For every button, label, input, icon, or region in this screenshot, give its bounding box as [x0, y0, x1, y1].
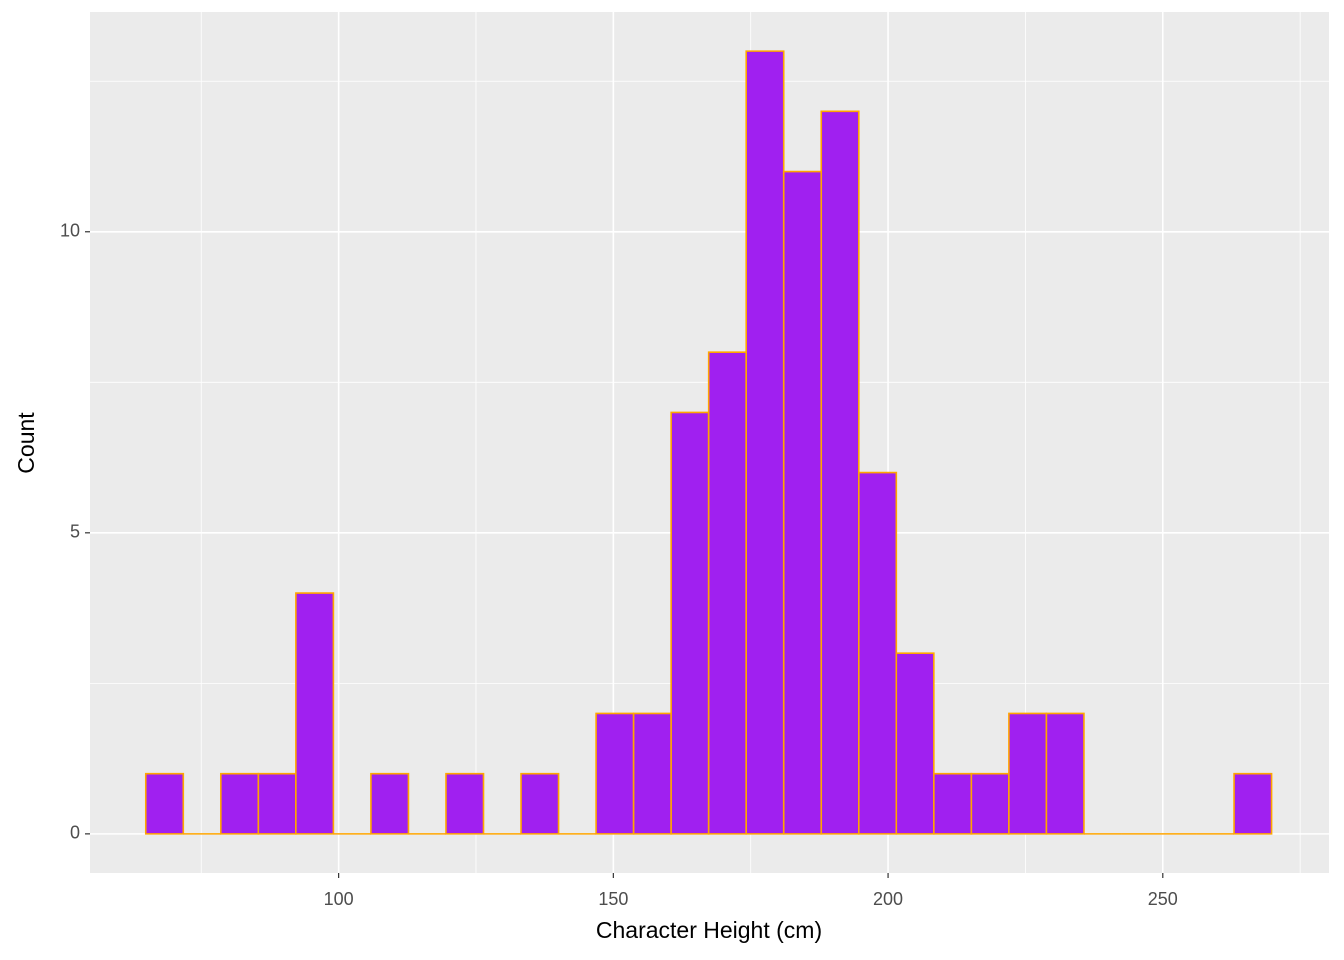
bar — [370, 772, 410, 835]
bar — [707, 351, 748, 835]
bar — [670, 411, 710, 835]
bar — [857, 471, 898, 835]
bar — [445, 772, 485, 835]
x-axis-title: Character Height (cm) — [596, 917, 822, 943]
bar — [933, 772, 973, 835]
bar — [820, 110, 860, 835]
y-axis-title: Count — [13, 412, 39, 474]
bar — [595, 712, 635, 835]
bar — [257, 772, 297, 835]
bar — [1008, 712, 1048, 835]
bar — [745, 50, 785, 835]
bar — [1233, 772, 1273, 835]
x-tick-label: 150 — [598, 889, 628, 909]
bar — [144, 772, 185, 835]
x-tick-label: 250 — [1148, 889, 1178, 909]
y-tick-label: 0 — [70, 823, 80, 843]
y-tick-label: 5 — [70, 522, 80, 542]
bar — [782, 170, 823, 835]
bar — [970, 772, 1010, 835]
y-tick-label: 10 — [60, 221, 80, 241]
x-tick-label: 100 — [324, 889, 354, 909]
bar — [895, 652, 935, 835]
bar — [220, 772, 260, 835]
bar — [632, 712, 672, 835]
bar — [295, 592, 335, 835]
bar — [520, 772, 560, 835]
bar — [1045, 712, 1085, 835]
x-tick-label: 200 — [873, 889, 903, 909]
